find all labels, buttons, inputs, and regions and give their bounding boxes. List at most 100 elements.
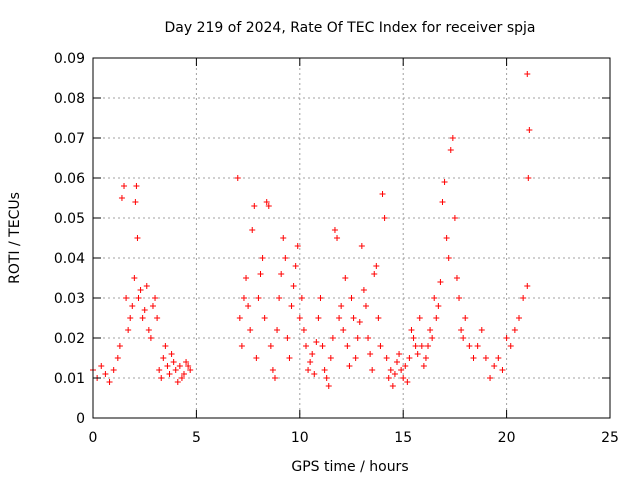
data-point	[234, 175, 241, 181]
data-point	[460, 335, 467, 341]
data-point	[106, 379, 113, 385]
y-tick-label: 0.04	[54, 251, 85, 267]
data-point	[414, 351, 421, 357]
data-point	[369, 367, 376, 373]
data-point	[344, 343, 351, 349]
data-point	[400, 375, 407, 381]
data-point	[135, 295, 142, 301]
y-tick-label: 0.02	[54, 331, 85, 347]
data-point	[325, 383, 332, 389]
data-point	[166, 371, 173, 377]
x-tick-label: 5	[192, 430, 201, 446]
data-point	[524, 283, 531, 289]
data-point	[313, 339, 320, 345]
data-point	[425, 343, 432, 349]
data-point	[445, 255, 452, 261]
y-tick-label: 0.05	[54, 211, 85, 227]
data-point	[294, 243, 301, 249]
data-point	[462, 315, 469, 321]
data-point	[356, 319, 363, 325]
data-point	[487, 375, 494, 381]
x-tick-label: 15	[394, 430, 412, 446]
plot-frame	[92, 57, 611, 419]
data-point	[131, 275, 138, 281]
x-tick-label: 10	[291, 430, 309, 446]
data-point	[134, 235, 141, 241]
data-point	[236, 315, 243, 321]
data-point	[387, 367, 394, 373]
data-point	[118, 195, 125, 201]
data-point	[453, 275, 460, 281]
y-tick-label: 0.01	[54, 371, 85, 387]
data-point	[526, 127, 533, 133]
data-point	[114, 355, 121, 361]
data-point	[261, 315, 268, 321]
data-point	[168, 351, 175, 357]
data-point	[156, 367, 163, 373]
data-point	[152, 295, 159, 301]
y-axis-title: ROTI / TECUs	[7, 192, 23, 284]
data-point	[98, 363, 105, 369]
data-point	[362, 303, 369, 309]
data-point	[441, 179, 448, 185]
data-point	[309, 351, 316, 357]
data-point	[321, 367, 328, 373]
data-point	[311, 371, 318, 377]
data-point	[116, 343, 123, 349]
y-tick-label: 0.03	[54, 291, 85, 307]
data-point	[451, 215, 458, 221]
y-tick-label: 0.08	[54, 91, 85, 107]
data-point	[429, 335, 436, 341]
data-point	[358, 243, 365, 249]
data-point	[125, 327, 132, 333]
data-point	[352, 355, 359, 361]
data-point	[371, 271, 378, 277]
data-point	[288, 303, 295, 309]
data-point	[276, 295, 283, 301]
data-point	[520, 295, 527, 301]
data-point	[422, 355, 429, 361]
data-point	[263, 199, 270, 205]
data-point	[499, 367, 506, 373]
data-point	[342, 275, 349, 281]
data-point	[164, 363, 171, 369]
data-point	[282, 255, 289, 261]
data-point	[525, 175, 532, 181]
data-point	[259, 255, 266, 261]
data-point	[348, 295, 355, 301]
data-point	[385, 375, 392, 381]
data-point	[350, 315, 357, 321]
data-point	[393, 359, 400, 365]
data-point	[133, 183, 140, 189]
data-point	[470, 355, 477, 361]
data-point	[247, 327, 254, 333]
data-point	[379, 191, 386, 197]
data-point	[458, 327, 465, 333]
x-tick-label: 20	[498, 430, 516, 446]
y-tick-label: 0.06	[54, 171, 85, 187]
data-point	[139, 315, 146, 321]
data-points	[90, 71, 533, 389]
data-point	[398, 367, 405, 373]
data-point	[102, 371, 109, 377]
data-point	[375, 315, 382, 321]
data-point	[290, 283, 297, 289]
data-point	[404, 379, 411, 385]
data-point	[121, 183, 128, 189]
data-point	[162, 343, 169, 349]
data-point	[127, 315, 134, 321]
data-point	[137, 287, 144, 293]
y-tick-label: 0	[76, 411, 85, 427]
data-point	[269, 367, 276, 373]
data-point	[410, 335, 417, 341]
data-point	[412, 343, 419, 349]
grid-lines	[93, 58, 610, 418]
data-point	[187, 367, 194, 373]
data-point	[170, 359, 177, 365]
data-point	[296, 315, 303, 321]
data-point	[433, 315, 440, 321]
data-point	[185, 363, 192, 369]
data-point	[354, 335, 361, 341]
data-point	[178, 375, 185, 381]
